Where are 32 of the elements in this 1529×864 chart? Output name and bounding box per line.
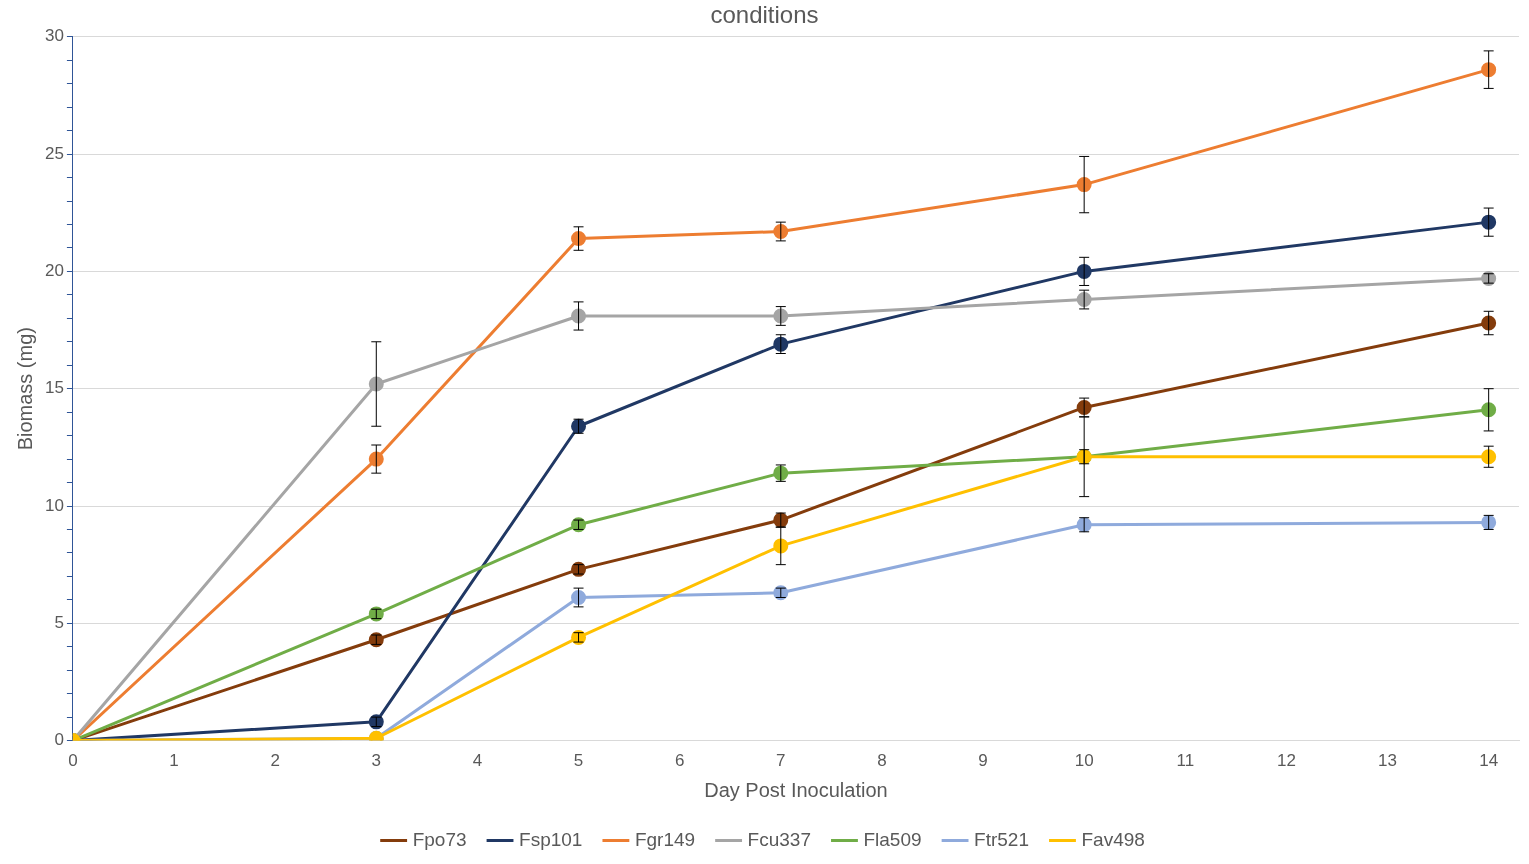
legend-label: Fgr149 <box>634 828 696 850</box>
x-tick-label: 12 <box>1276 751 1296 771</box>
legend-label: Fcu337 <box>747 828 811 850</box>
legend-label: Fsp101 <box>519 828 583 850</box>
legend-label: Fpo73 <box>412 828 467 850</box>
x-tick-label: 4 <box>472 751 483 771</box>
x-tick-label: 6 <box>674 751 685 771</box>
y-tick-label: 5 <box>54 612 64 632</box>
x-tick-label: 7 <box>776 751 786 771</box>
x-tick-label: 13 <box>1378 751 1397 771</box>
y-tick-label: 25 <box>44 143 64 163</box>
y-tick-label: 30 <box>44 26 64 46</box>
legend-label: Fav498 <box>1081 828 1145 850</box>
x-tick-label: 1 <box>169 751 179 771</box>
chart-title: conditions <box>710 1 819 29</box>
x-tick-label: 10 <box>1074 751 1094 771</box>
x-axis-title: Day Post Inoculation <box>704 778 888 801</box>
y-tick-label: 20 <box>44 261 64 281</box>
x-tick-label: 3 <box>371 751 382 771</box>
y-tick-label: 0 <box>54 730 64 750</box>
x-tick-label: 8 <box>877 751 887 771</box>
x-tick-label: 14 <box>1479 751 1499 771</box>
y-tick-label: 10 <box>44 495 64 515</box>
x-tick-label: 2 <box>270 751 280 771</box>
legend-label: Ftr521 <box>974 828 1029 850</box>
x-tick-label: 0 <box>68 751 78 771</box>
x-tick-label: 5 <box>573 751 584 771</box>
y-axis-title: Biomass (mg) <box>13 327 36 451</box>
legend-label: Fla509 <box>863 828 922 850</box>
y-tick-label: 15 <box>44 378 64 398</box>
x-tick-label: 11 <box>1176 751 1195 771</box>
x-tick-label: 9 <box>978 751 988 771</box>
